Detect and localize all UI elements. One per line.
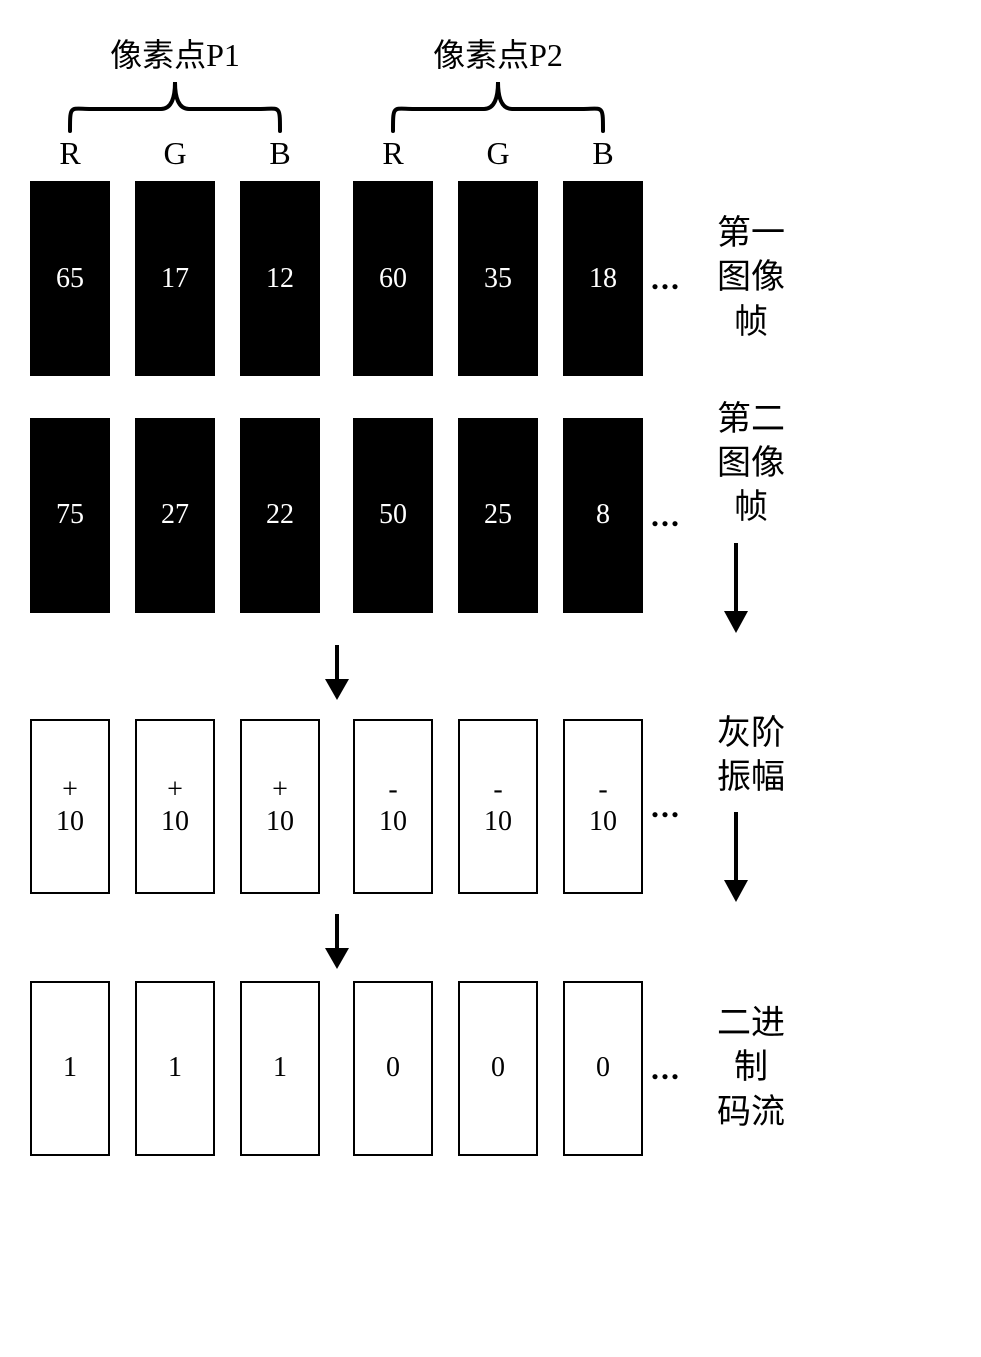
cell-frame1-3: 60 — [353, 181, 433, 376]
cell-frame2-4: 25 — [458, 418, 538, 613]
cell-frame1-3-value: 60 — [379, 263, 407, 295]
center-arrow-after-amplitude — [30, 914, 951, 969]
row-label-binary: 二进制 码流 — [711, 1002, 791, 1135]
right-col-binary: 二进制 码流 — [681, 1002, 791, 1135]
cell-frame2-0-value: 75 — [56, 499, 84, 531]
cell-amplitude-1-value: 10 — [161, 806, 189, 838]
row-label-amplitude: 灰阶 振幅 — [717, 712, 785, 800]
cell-binary-1: 1 — [135, 981, 215, 1156]
cell-frame1-5-value: 18 — [589, 263, 617, 295]
cell-frame2-3: 50 — [353, 418, 433, 613]
down-arrow-right-frame2 — [716, 543, 756, 633]
cell-frame2-1: 27 — [135, 418, 215, 613]
cell-frame1-4-value: 35 — [484, 263, 512, 295]
cell-frame1-2: 12 — [240, 181, 320, 376]
cell-amplitude-3-value: 10 — [379, 806, 407, 838]
cell-binary-2: 1 — [240, 981, 320, 1156]
cell-amplitude-0-value: 10 — [56, 806, 84, 838]
cell-amplitude-5-value: 10 — [589, 806, 617, 838]
cell-frame1-1-value: 17 — [161, 263, 189, 295]
pixel-labels-row: 像素点P1 像素点P2 — [30, 30, 643, 75]
cell-amplitude-4: -10 — [458, 719, 538, 894]
cell-binary-0: 1 — [30, 981, 110, 1156]
rgb-header-0: R — [30, 135, 110, 172]
cell-frame2-0: 75 — [30, 418, 110, 613]
ellipsis-amplitude: ... — [651, 788, 681, 825]
cell-amplitude-3: -10 — [353, 719, 433, 894]
cell-binary-1-value: 1 — [168, 1052, 182, 1084]
ellipsis-frame1: ... — [651, 260, 681, 297]
cell-frame2-4-value: 25 — [484, 499, 512, 531]
cell-amplitude-3-sign: - — [388, 776, 397, 804]
rgb-header-5: B — [563, 135, 643, 172]
cell-amplitude-4-sign: - — [493, 776, 502, 804]
pixel-label-2: 像素点P2 — [398, 30, 598, 76]
cell-frame2-5-value: 8 — [596, 499, 610, 531]
cell-amplitude-4-value: 10 — [484, 806, 512, 838]
rgb-header-1: G — [135, 135, 215, 172]
ellipsis-frame2: ... — [651, 497, 681, 534]
rgb-header-4: G — [458, 135, 538, 172]
cell-amplitude-0: +10 — [30, 719, 110, 894]
cell-binary-3-value: 0 — [386, 1052, 400, 1084]
cell-amplitude-0-sign: + — [62, 776, 78, 804]
cell-binary-0-value: 1 — [63, 1052, 77, 1084]
cell-binary-4: 0 — [458, 981, 538, 1156]
cell-frame2-3-value: 50 — [379, 499, 407, 531]
cell-frame1-5: 18 — [563, 181, 643, 376]
row-label-frame2: 第二 图像帧 — [711, 398, 791, 531]
cell-binary-5-value: 0 — [596, 1052, 610, 1084]
cell-binary-3: 0 — [353, 981, 433, 1156]
cell-amplitude-2-sign: + — [272, 776, 288, 804]
row-frame2: 75 27 22 50 25 8... 第二 图像帧 — [30, 398, 951, 633]
row-frame1: 65 17 12 60 35 18... 第一 图像帧 — [30, 181, 951, 376]
brace-2 — [393, 82, 603, 131]
cell-frame1-4: 35 — [458, 181, 538, 376]
down-arrow-right-amplitude — [716, 812, 756, 902]
cell-frame1-0: 65 — [30, 181, 110, 376]
right-col-amplitude: 灰阶 振幅 — [681, 712, 791, 902]
cell-frame2-2: 22 — [240, 418, 320, 613]
cell-amplitude-2-value: 10 — [266, 806, 294, 838]
cell-frame2-1-value: 27 — [161, 499, 189, 531]
ellipsis-binary: ... — [651, 1050, 681, 1087]
row-binary: 1 1 1 0 0 0... 二进制 码流 — [30, 981, 951, 1156]
cell-frame2-5: 8 — [563, 418, 643, 613]
cell-binary-4-value: 0 — [491, 1052, 505, 1084]
cell-frame2-2-value: 22 — [266, 499, 294, 531]
cell-binary-5: 0 — [563, 981, 643, 1156]
cell-amplitude-1-sign: + — [167, 776, 183, 804]
cell-frame1-2-value: 12 — [266, 263, 294, 295]
right-col-frame1: 第一 图像帧 — [681, 212, 791, 345]
cell-amplitude-1: +10 — [135, 719, 215, 894]
rgb-header-3: R — [353, 135, 433, 172]
cell-amplitude-2: +10 — [240, 719, 320, 894]
right-col-frame2: 第二 图像帧 — [681, 398, 791, 633]
rgb-header-2: B — [240, 135, 320, 172]
cell-frame1-0-value: 65 — [56, 263, 84, 295]
row-label-frame1: 第一 图像帧 — [711, 212, 791, 345]
pixel-label-1: 像素点P1 — [75, 30, 275, 76]
cell-amplitude-5-sign: - — [598, 776, 607, 804]
cell-amplitude-5: -10 — [563, 719, 643, 894]
brace-1 — [70, 82, 280, 131]
pixel-brackets — [30, 80, 643, 135]
cell-binary-2-value: 1 — [273, 1052, 287, 1084]
rgb-header-row: RGBRGB — [30, 135, 643, 175]
center-arrow-after-frame2 — [30, 645, 951, 700]
row-amplitude: +10+10+10-10-10-10...灰阶 振幅 — [30, 712, 951, 902]
cell-frame1-1: 17 — [135, 181, 215, 376]
